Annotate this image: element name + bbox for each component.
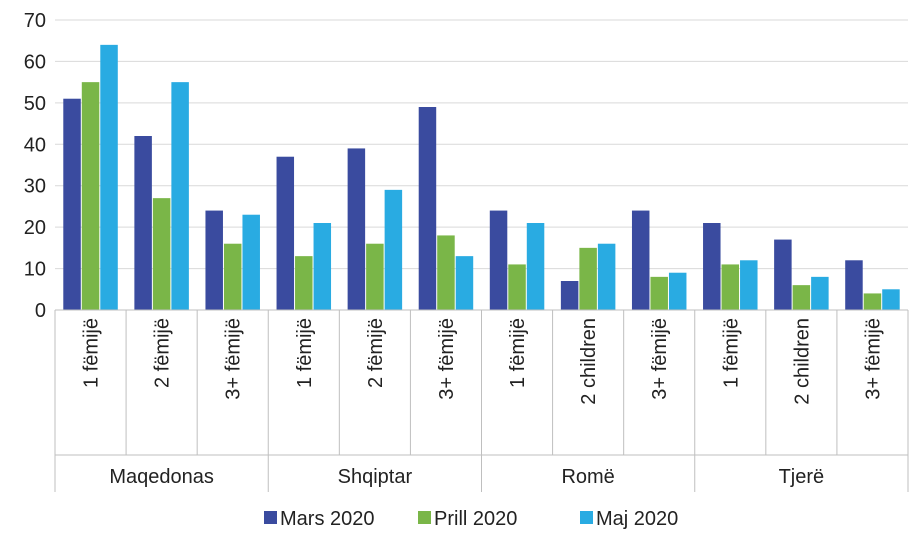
group-label: Maqedonas <box>109 466 214 488</box>
x-tick-label: 3+ fëmijë <box>223 318 245 400</box>
bar: Maj 2020 — Tjerë 3+ fëmijë: 5 <box>882 289 900 310</box>
legend-label: Mars 2020 <box>280 508 375 530</box>
x-tick-label: 3+ fëmijë <box>862 318 884 400</box>
bar: Maj 2020 — Shqiptar 1 fëmijë: 21 <box>313 223 332 310</box>
bar: Mars 2020 — Tjerë 1 fëmijë: 21 <box>703 223 721 310</box>
y-tick-label: 60 <box>24 51 46 73</box>
bar: Mars 2020 — Shqiptar 1 fëmijë: 37 <box>276 156 295 310</box>
legend-label: Prill 2020 <box>434 508 517 530</box>
x-tick-label: 2 children <box>578 318 600 405</box>
bar: Prill 2020 — Tjerë 3+ fëmijë: 4 <box>863 293 882 310</box>
y-tick-label: 30 <box>24 176 46 198</box>
y-tick-label: 0 <box>35 300 46 322</box>
bar: Mars 2020 — Shqiptar 2 fëmijë: 39 <box>347 148 366 310</box>
bar: Maj 2020 — Shqiptar 2 fëmijë: 29 <box>384 189 403 310</box>
y-tick-label: 40 <box>24 134 46 156</box>
bar: Mars 2020 — Shqiptar 3+ fëmijë: 49 <box>418 107 437 310</box>
x-tick-label: 2 fëmijë <box>365 318 387 388</box>
x-tick-label: 3+ fëmijë <box>436 318 458 400</box>
group-label: Shqiptar <box>338 466 413 488</box>
bar: Mars 2020 — Tjerë 3+ fëmijë: 12 <box>845 260 863 310</box>
x-tick-label: 1 fëmijë <box>81 318 103 388</box>
bar: Prill 2020 — Shqiptar 3+ fëmijë: 18 <box>437 235 455 310</box>
bar: Mars 2020 — Romë 3+ fëmijë: 24 <box>631 210 650 310</box>
bar: Maj 2020 — Romë 2 children: 16 <box>597 243 616 310</box>
bar: Maj 2020 — Maqedonas 1 fëmijë: 64 <box>100 44 118 310</box>
bar: Maj 2020 — Maqedonas 3+ fëmijë: 23 <box>242 214 260 310</box>
bar: Mars 2020 — Maqedonas 2 fëmijë: 42 <box>134 136 152 310</box>
bar: Mars 2020 — Romë 1 fëmijë: 24 <box>489 210 508 310</box>
bar: Maj 2020 — Romë 1 fëmijë: 21 <box>526 223 545 310</box>
group-label: Tjerë <box>779 466 825 488</box>
legend-label: Maj 2020 <box>596 508 678 530</box>
y-tick-label: 20 <box>24 217 46 239</box>
x-tick-label: 1 fëmijë <box>507 318 529 388</box>
legend-swatch <box>264 511 277 524</box>
bar: Maj 2020 — Shqiptar 3+ fëmijë: 13 <box>455 256 474 310</box>
x-tick-label: 2 fëmijë <box>152 318 174 388</box>
x-tick-label: 1 fëmijë <box>720 318 742 388</box>
bar: Prill 2020 — Tjerë 2 children: 6 <box>792 285 811 310</box>
x-tick-label: 2 children <box>791 318 813 405</box>
bar: Prill 2020 — Maqedonas 2 fëmijë: 27 <box>152 198 171 310</box>
y-tick-label: 10 <box>24 259 46 281</box>
bar: Prill 2020 — Tjerë 1 fëmijë: 11 <box>721 264 740 310</box>
bar: Maj 2020 — Tjerë 1 fëmijë: 12 <box>740 260 758 310</box>
x-tick-label: 3+ fëmijë <box>649 318 671 400</box>
x-tick-label: 1 fëmijë <box>294 318 316 388</box>
group-label: Romë <box>561 466 614 488</box>
bar: Mars 2020 — Tjerë 2 children: 17 <box>774 239 792 310</box>
bar: Maj 2020 — Maqedonas 2 fëmijë: 55 <box>171 82 189 311</box>
y-tick-label: 50 <box>24 93 46 115</box>
legend-swatch <box>580 511 593 524</box>
bar: Mars 2020 — Romë 2 children: 7 <box>560 281 579 310</box>
bar: Prill 2020 — Shqiptar 1 fëmijë: 13 <box>295 256 313 310</box>
bar: Prill 2020 — Romë 3+ fëmijë: 8 <box>650 276 668 310</box>
bar: Mars 2020 — Maqedonas 3+ fëmijë: 24 <box>205 210 223 310</box>
bar: Prill 2020 — Maqedonas 1 fëmijë: 55 <box>81 82 100 311</box>
bar: Maj 2020 — Tjerë 2 children: 8 <box>811 276 829 310</box>
bar: Prill 2020 — Shqiptar 2 fëmijë: 16 <box>366 243 384 310</box>
y-tick-label: 70 <box>24 10 46 32</box>
legend-swatch <box>418 511 431 524</box>
bar: Maj 2020 — Romë 3+ fëmijë: 9 <box>668 272 687 310</box>
bar: Prill 2020 — Maqedonas 3+ fëmijë: 16 <box>223 243 242 310</box>
bar: Prill 2020 — Romë 2 children: 15 <box>579 247 597 310</box>
bar: Prill 2020 — Romë 1 fëmijë: 11 <box>508 264 526 310</box>
bar: Mars 2020 — Maqedonas 1 fëmijë: 51 <box>63 98 81 310</box>
